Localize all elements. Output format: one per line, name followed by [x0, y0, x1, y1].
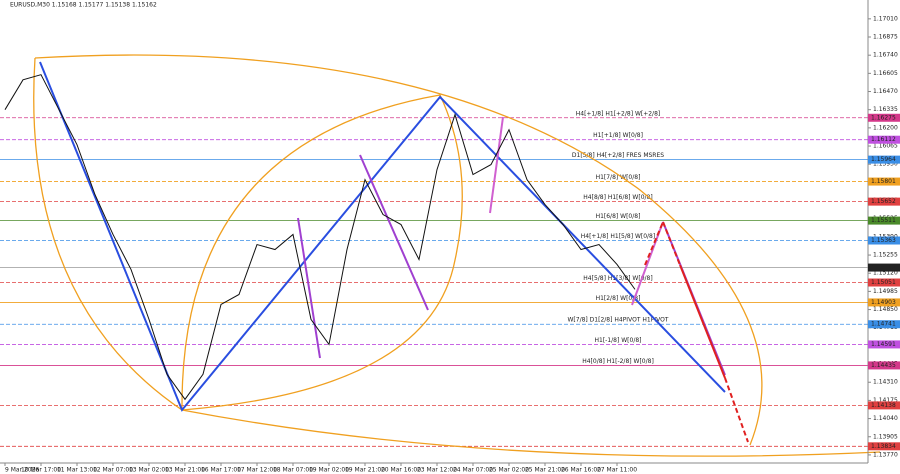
level-label: D1[5/8] H4[+2/8] FRES MSRES [572, 152, 664, 159]
price-line [4, 74, 636, 401]
x-tick-label: 25 Mar 21:00 [525, 467, 565, 474]
level-label: W[7/8] D1[2/8] H4PIVOT H1PIVOT [568, 317, 669, 324]
trend-line [489, 116, 504, 214]
price-box [868, 320, 900, 329]
y-tick-label: 1.17010 [873, 15, 898, 22]
price-box [868, 278, 900, 287]
chart-title: EURUSD,M30 1.15168 1.15177 1.15138 1.151… [10, 2, 157, 9]
level-label: H4[0/8] H1[-2/8] W[0/8] [582, 358, 654, 365]
price-box-label: 1.15964 [871, 156, 896, 163]
price-box [868, 155, 900, 164]
arc [33, 57, 183, 411]
y-tick-label: 1.16470 [873, 88, 898, 95]
level-label: H1[6/8] W[0/8] [596, 213, 641, 220]
price-box [868, 177, 900, 186]
y-tick-label: 1.16065 [873, 143, 898, 150]
arc [181, 94, 463, 411]
x-tick-label: 13 Mar 21:00 [165, 467, 205, 474]
arc [181, 409, 881, 457]
forecast-line [679, 264, 726, 379]
x-tick-label: 13 Mar 02:00 [129, 467, 169, 474]
price-box [868, 442, 900, 451]
price-box-label: 1.15363 [871, 237, 896, 244]
y-tick-label: 1.13905 [873, 433, 898, 440]
x-tick-label: 26 Mar 16:00 [561, 467, 601, 474]
y-tick-label: 1.16740 [873, 52, 898, 59]
price-box-label: 1.16275 [871, 114, 896, 121]
y-tick-label: 1.15930 [873, 161, 898, 168]
price-box [868, 113, 900, 122]
y-tick-label: 1.16200 [873, 124, 898, 131]
price-box-label: 1.14591 [871, 341, 896, 348]
y-tick-label: 1.14175 [873, 397, 898, 404]
trend-line [359, 154, 429, 311]
forecast-line [724, 377, 749, 443]
price-box-label: 1.14741 [871, 321, 896, 328]
price-box-label: 1.16112 [871, 136, 896, 143]
trend-line [297, 217, 321, 359]
trend-line [631, 221, 664, 306]
x-tick-label: 25 Mar 02:00 [489, 467, 529, 474]
y-tick-label: 1.13770 [873, 451, 898, 458]
x-tick-label: 10 Mar 17:00 [21, 467, 61, 474]
price-box-label: 1.15051 [871, 279, 896, 286]
x-tick-label: 16 Mar 17:00 [201, 467, 241, 474]
y-tick-label: 1.16335 [873, 106, 898, 113]
y-tick-label: 1.14310 [873, 379, 898, 386]
price-box-label: 1.13834 [871, 443, 896, 450]
level-label: H1[-1/8] W[0/8] [594, 337, 641, 344]
x-tick-label: 20 Mar 16:00 [381, 467, 421, 474]
y-tick-label: 1.15255 [873, 252, 898, 259]
price-box [868, 197, 900, 206]
current-price-label: 1.15162 [871, 264, 896, 271]
price-box [868, 298, 900, 307]
price-box [868, 401, 900, 410]
level-label: H1[7/8] W[0/8] [596, 174, 641, 181]
price-box-label: 1.14435 [871, 362, 896, 369]
price-box [868, 361, 900, 370]
y-tick-label: 1.15120 [873, 270, 898, 277]
price-box [868, 135, 900, 144]
x-tick-label: 12 Mar 07:00 [93, 467, 133, 474]
level-label: H4[5/8] H1[3/8] W[0/8] [583, 275, 652, 282]
level-label: H4[+1/8] H1[+2/8] W[+2/8] [576, 110, 661, 117]
price-box-label: 1.14138 [871, 402, 896, 409]
y-tick-label: 1.16605 [873, 70, 898, 77]
level-label: H4[8/8] H1[6/8] W[0/8] [583, 194, 652, 201]
price-box [868, 340, 900, 349]
price-box-label: 1.15801 [871, 178, 896, 185]
x-tick-label: 18 Mar 07:00 [273, 467, 313, 474]
y-tick-label: 1.14040 [873, 415, 898, 422]
x-tick-label: 11 Mar 13:00 [57, 467, 97, 474]
arc [34, 54, 763, 446]
price-box [868, 263, 900, 272]
x-tick-label: 17 Mar 12:00 [237, 467, 277, 474]
trend-line [39, 61, 726, 412]
x-tick-label: 23 Mar 12:00 [417, 467, 457, 474]
level-label: H1[2/8] W[0/8] [596, 295, 641, 302]
x-tick-label: 27 Mar 11:00 [597, 467, 637, 474]
x-tick-label: 24 Mar 07:00 [453, 467, 493, 474]
level-label: H1[+1/8] W[0/8] [593, 132, 643, 139]
y-tick-label: 1.14850 [873, 306, 898, 313]
y-tick-label: 1.14985 [873, 288, 898, 295]
y-tick-label: 1.16875 [873, 34, 898, 41]
price-box-label: 1.15511 [871, 217, 896, 224]
price-box-label: 1.14903 [871, 299, 896, 306]
x-tick-label: 9 Mar 2026 [5, 467, 39, 474]
x-tick-label: 19 Mar 02:00 [309, 467, 349, 474]
price-box [868, 236, 900, 245]
price-box-label: 1.15652 [871, 198, 896, 205]
price-box [868, 216, 900, 225]
x-tick-label: 19 Mar 21:00 [345, 467, 385, 474]
level-label: H4[+1/8] H1[5/8] W[0/8] [581, 233, 655, 240]
